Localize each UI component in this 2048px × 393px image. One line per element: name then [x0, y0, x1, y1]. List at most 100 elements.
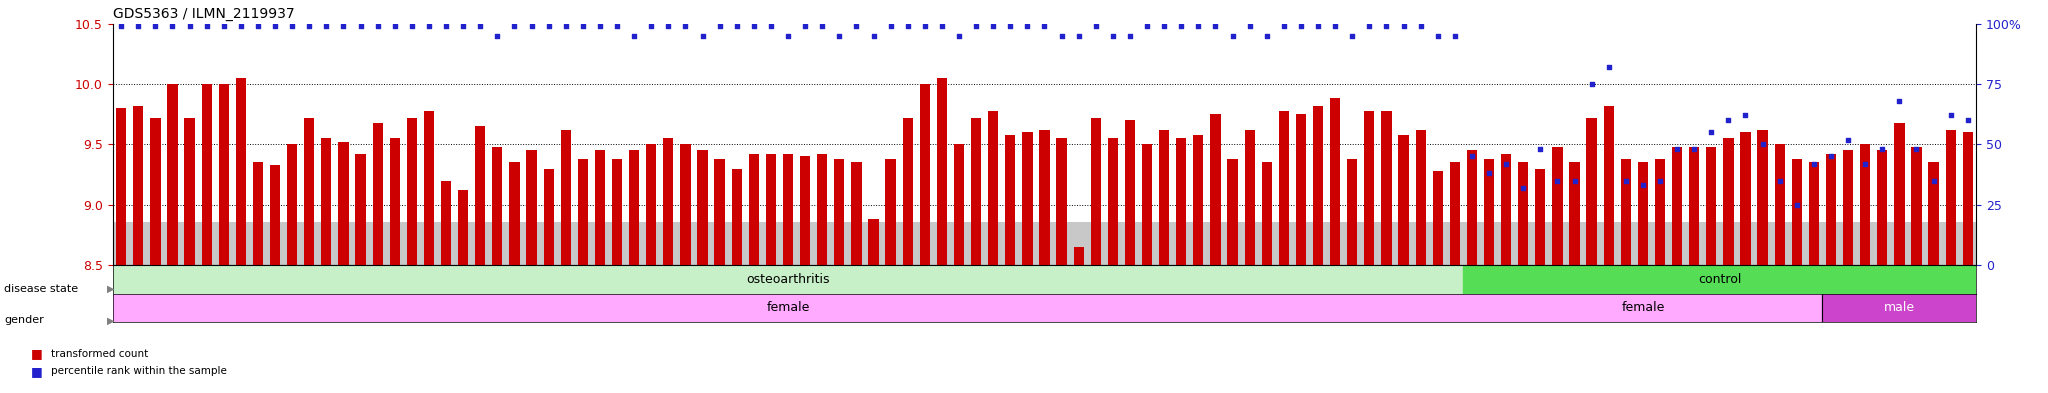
Bar [954, 144, 965, 265]
Bar [578, 159, 588, 265]
Bar [1946, 130, 1956, 265]
Bar [817, 154, 827, 265]
Point [1952, 117, 1985, 123]
Bar [373, 123, 383, 265]
Text: gender: gender [4, 315, 43, 325]
Bar [1962, 132, 1972, 265]
Bar [1518, 162, 1528, 265]
Point [532, 23, 565, 29]
Bar [1620, 159, 1630, 265]
Bar [424, 110, 434, 265]
Point [1421, 33, 1454, 39]
Bar [1655, 159, 1665, 265]
Point [635, 23, 668, 29]
Bar [1878, 151, 1888, 265]
Text: ▶: ▶ [106, 315, 115, 325]
Point [874, 23, 907, 29]
Point [1251, 33, 1284, 39]
Point [1747, 141, 1780, 147]
Point [123, 23, 156, 29]
Bar [801, 156, 811, 265]
Bar [1843, 151, 1853, 265]
Bar [1092, 118, 1102, 265]
Bar [1262, 162, 1272, 265]
Point [293, 23, 326, 29]
Bar [510, 162, 520, 265]
Bar [1894, 123, 1905, 265]
Bar [1364, 110, 1374, 265]
Bar [1792, 159, 1802, 265]
Point [1575, 81, 1608, 87]
Point [1284, 23, 1317, 29]
Point [1593, 64, 1626, 70]
Bar [133, 106, 143, 265]
Point [156, 23, 188, 29]
Point [1198, 23, 1231, 29]
Text: disease state: disease state [4, 284, 78, 294]
Point [1815, 153, 1847, 160]
Bar [113, 222, 1976, 265]
Point [309, 23, 342, 29]
Point [1165, 23, 1198, 29]
Bar [1690, 147, 1700, 265]
Point [395, 23, 428, 29]
Bar [1827, 154, 1837, 265]
Point [1763, 178, 1796, 184]
Point [823, 33, 856, 39]
Bar [936, 78, 946, 265]
Point [1473, 170, 1505, 176]
Bar [680, 144, 690, 265]
Bar [834, 159, 844, 265]
Point [446, 23, 479, 29]
Point [651, 23, 684, 29]
Bar [1006, 135, 1016, 265]
Text: GDS5363 / ILMN_2119937: GDS5363 / ILMN_2119937 [113, 7, 295, 21]
Point [1438, 33, 1470, 39]
Bar [113, 294, 1464, 322]
Bar [1038, 130, 1051, 265]
Bar [1245, 130, 1255, 265]
Bar [903, 118, 913, 265]
Point [1012, 23, 1044, 29]
Bar [543, 169, 553, 265]
Bar [1124, 120, 1135, 265]
Bar [1722, 138, 1733, 265]
Bar [1808, 162, 1819, 265]
Bar [1227, 159, 1237, 265]
Point [1507, 185, 1540, 191]
Point [1114, 33, 1147, 39]
Point [1303, 23, 1335, 29]
Bar [664, 138, 674, 265]
Bar [852, 162, 862, 265]
Point [225, 23, 258, 29]
Bar [698, 151, 709, 265]
Point [1831, 136, 1864, 143]
Text: female: female [1622, 301, 1665, 314]
Point [1917, 178, 1950, 184]
Point [840, 23, 872, 29]
Point [686, 33, 719, 39]
Bar [1536, 169, 1546, 265]
Bar [782, 154, 793, 265]
Point [942, 33, 975, 39]
Bar [1159, 130, 1169, 265]
Bar [1194, 135, 1204, 265]
Point [1882, 98, 1915, 104]
Bar [150, 118, 160, 265]
Point [926, 23, 958, 29]
Point [258, 23, 291, 29]
Bar [1569, 162, 1579, 265]
Point [1319, 23, 1352, 29]
Bar [1501, 154, 1511, 265]
Point [1540, 178, 1573, 184]
Point [858, 33, 891, 39]
Bar [594, 151, 604, 265]
Bar [168, 84, 178, 265]
Bar [184, 118, 195, 265]
Bar [492, 147, 502, 265]
Point [498, 23, 530, 29]
Bar [1176, 138, 1186, 265]
Bar [475, 126, 485, 265]
Point [584, 23, 616, 29]
Point [670, 23, 702, 29]
